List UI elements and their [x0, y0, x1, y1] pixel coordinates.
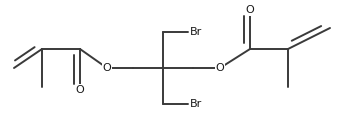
Text: Br: Br — [190, 27, 202, 37]
Text: O: O — [246, 5, 255, 15]
Text: Br: Br — [190, 99, 202, 109]
Text: O: O — [216, 63, 224, 73]
Text: O: O — [103, 63, 111, 73]
Text: O: O — [75, 85, 84, 95]
